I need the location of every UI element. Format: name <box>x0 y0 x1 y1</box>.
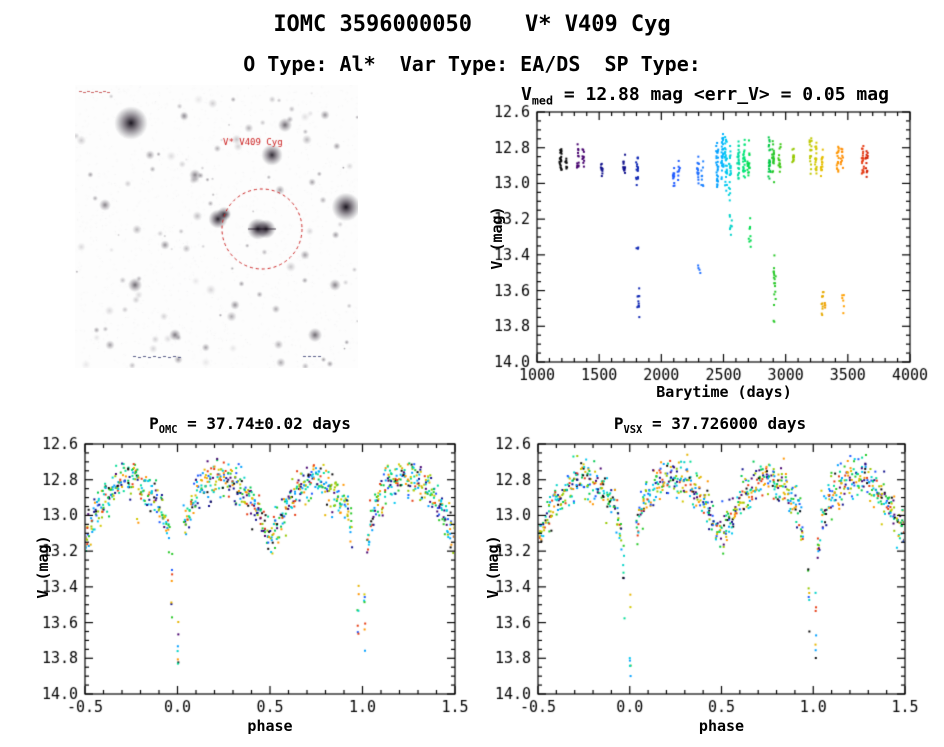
vsx-phase-plot-xlabel: phase <box>698 717 745 735</box>
omc-phase-plot-xlabel: phase <box>247 717 293 735</box>
pvsx-title-rest: = 37.726000 days <box>642 414 807 433</box>
vmed-title-rest: = 12.88 mag <err_V> = 0.05 mag <box>553 84 889 105</box>
barytime-plot-ylabel: V (mag) <box>488 206 506 270</box>
pvsx-chart-title: PVSX = 37.726000 days <box>480 414 940 436</box>
finder-chart-image <box>75 85 358 368</box>
phase-folded-plot-vsx <box>480 436 940 740</box>
pvsx-title-prefix: P <box>613 414 624 433</box>
barytime-lightcurve-plot <box>475 100 935 412</box>
pomc-title-prefix: P <box>149 414 159 433</box>
page-subtitle: O Type: Al* Var Type: EA/DS SP Type: <box>243 52 701 76</box>
page-title: IOMC 3596000050 V* V409 Cyg <box>273 12 671 37</box>
omc-phase-plot-ylabel: V (mag) <box>34 535 52 599</box>
pvsx-title-sub: VSX <box>623 424 643 437</box>
pomc-chart-title: POMC = 37.74±0.02 days <box>30 414 470 436</box>
phase-folded-plot-omc <box>30 436 470 740</box>
vmed-chart-title: Vmed = 12.88 mag <err_V> = 0.05 mag <box>475 84 935 108</box>
pomc-title-rest: = 37.74±0.02 days <box>177 414 351 433</box>
barytime-plot-xlabel: Barytime (days) <box>656 383 792 401</box>
vmed-title-prefix: V <box>521 84 532 105</box>
pomc-title-sub: OMC <box>158 424 178 437</box>
vsx-phase-plot-ylabel: V (mag) <box>484 535 502 599</box>
